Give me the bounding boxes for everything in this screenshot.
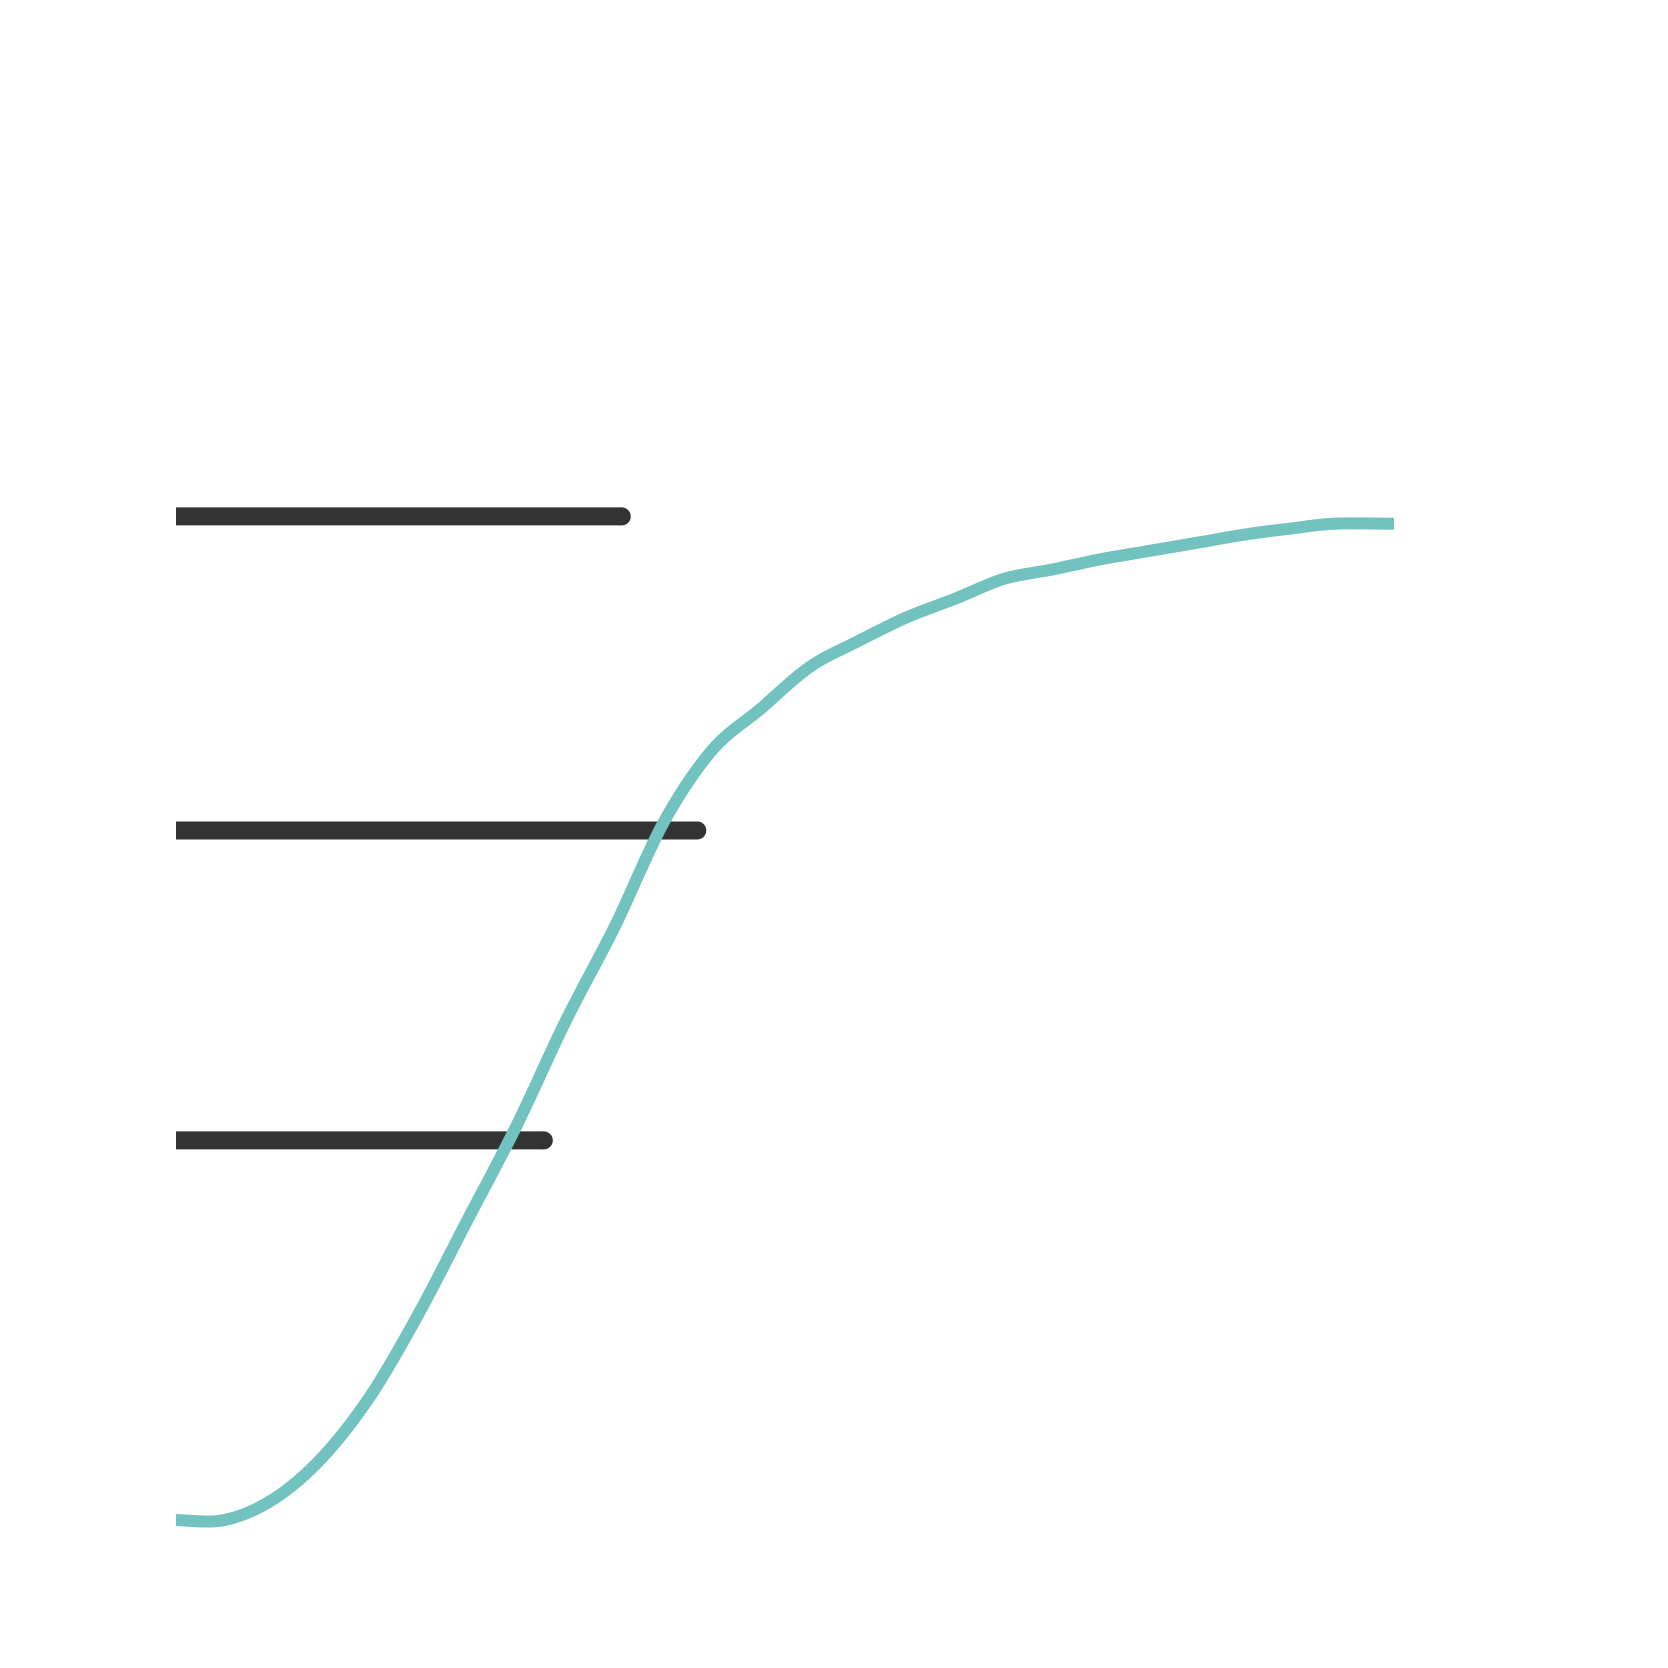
series-line-1 (175, 517, 1395, 1528)
bar-2-end-cap (688, 821, 707, 840)
bar-1-end-cap (612, 507, 631, 526)
bar-3-end-cap (534, 1131, 553, 1150)
